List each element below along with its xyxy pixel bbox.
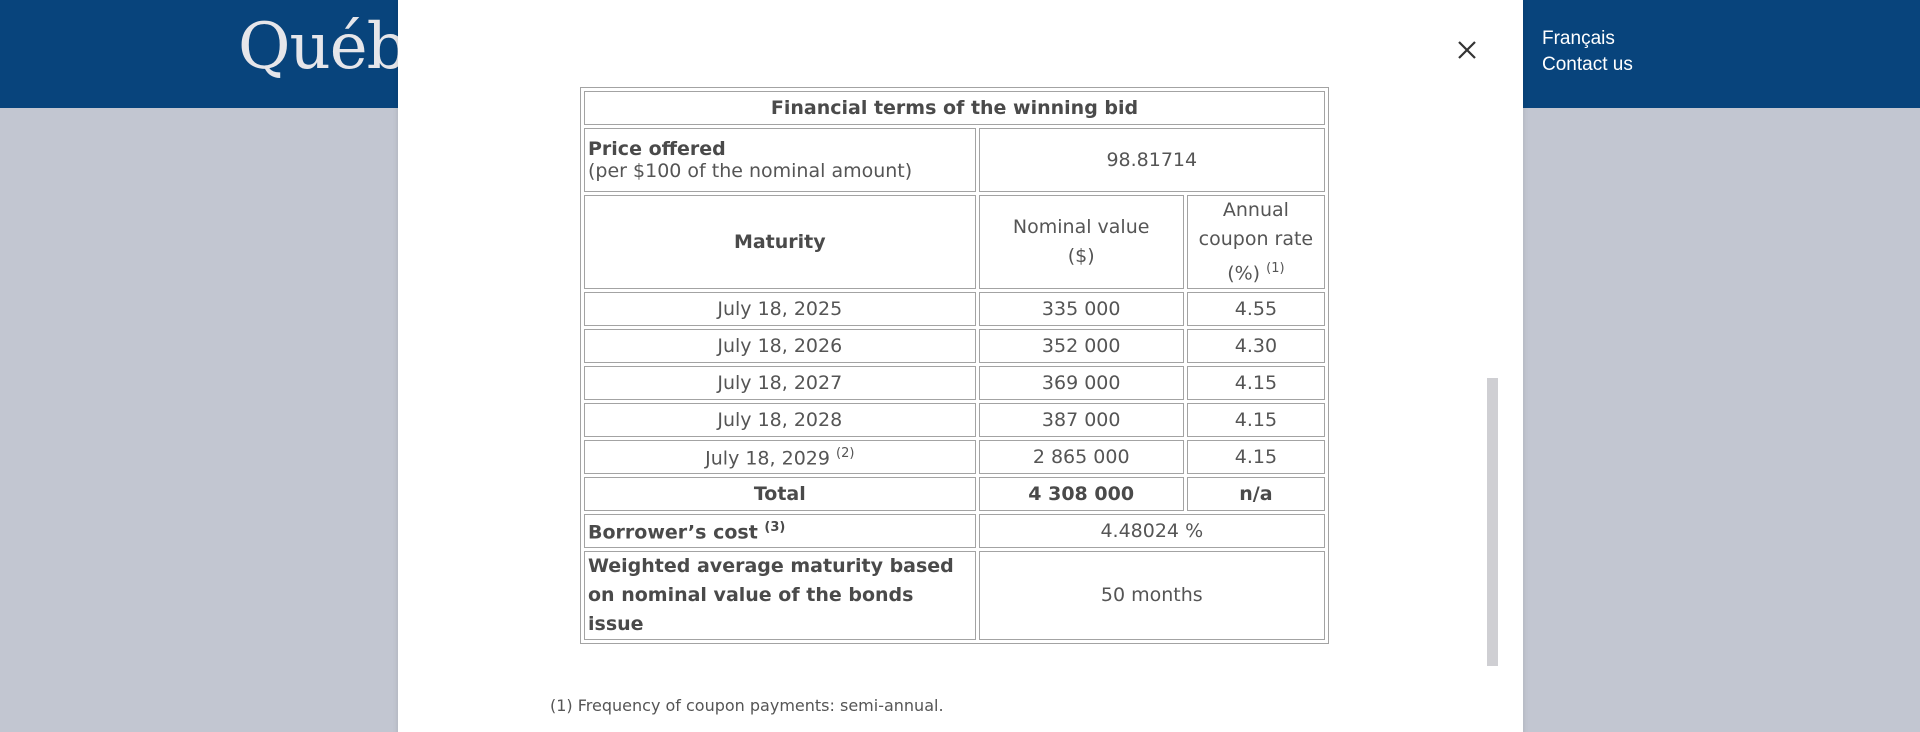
table-total-row: Total 4 308 000 n/a (584, 477, 1325, 512)
rate-cell: 4.15 (1186, 366, 1325, 401)
price-value: 98.81714 (978, 128, 1325, 192)
contact-link[interactable]: Contact us (1542, 54, 1633, 75)
column-header-coupon: Annual coupon rate (%) (1) (1186, 195, 1325, 290)
total-label: Total (584, 477, 976, 512)
price-sublabel: (per $100 of the nominal amount) (588, 160, 913, 182)
close-modal-button[interactable] (1453, 36, 1481, 64)
column-header-maturity: Maturity (584, 195, 976, 290)
table-row: July 18, 2026 352 000 4.30 (584, 329, 1325, 364)
cost-label: Borrower’s cost (588, 520, 758, 543)
table-row: Borrower’s cost (3) 4.48024 % (584, 514, 1325, 549)
maturity-cell: July 18, 2026 (584, 329, 976, 364)
table-row: Weighted average maturity based on nomin… (584, 551, 1325, 641)
maturity-text: July 18, 2029 (705, 446, 830, 469)
financial-terms-table: Financial terms of the winning bid Price… (580, 87, 1329, 645)
modal-scroll-area[interactable]: Financial terms of the winning bid Price… (398, 0, 1523, 732)
coupon-header-line2: coupon rate (1198, 228, 1314, 250)
rate-cell: 4.15 (1186, 440, 1325, 475)
nominal-header-line1: Nominal value (1012, 216, 1150, 239)
cost-footnote-ref[interactable]: (3) (764, 519, 786, 535)
coupon-footnote-ref[interactable]: (1) (1266, 261, 1285, 276)
cost-value: 4.48024 % (978, 514, 1325, 549)
nominal-header-line2: ($) (1067, 245, 1095, 268)
maturity-cell: July 18, 2025 (584, 292, 976, 327)
nominal-cell: 335 000 (978, 292, 1184, 327)
total-nominal: 4 308 000 (978, 477, 1184, 512)
coupon-header-line3: (%) (1227, 262, 1261, 285)
total-rate: n/a (1186, 477, 1325, 512)
maturity-cell: July 18, 2027 (584, 366, 976, 401)
maturity-cell: July 18, 2028 (584, 403, 976, 438)
cost-label-cell: Borrower’s cost (3) (584, 514, 976, 549)
table-row: July 18, 2025 335 000 4.55 (584, 292, 1325, 327)
table-caption: Financial terms of the winning bid (584, 91, 1325, 125)
maturity-cell: July 18, 2029 (2) (584, 440, 976, 475)
rate-cell: 4.55 (1186, 292, 1325, 327)
table-row: Price offered (per $100 of the nominal a… (584, 128, 1325, 192)
wam-value: 50 months (978, 551, 1325, 641)
column-header-nominal: Nominal value ($) (978, 195, 1184, 290)
maturity-footnote-ref[interactable]: (2) (836, 445, 855, 461)
close-icon (1453, 36, 1481, 64)
table-row: July 18, 2029 (2) 2 865 000 4.15 (584, 440, 1325, 475)
price-label-cell: Price offered (per $100 of the nominal a… (584, 128, 976, 192)
table-row: July 18, 2027 369 000 4.15 (584, 366, 1325, 401)
language-link[interactable]: Français (1542, 28, 1615, 49)
table-row: July 18, 2028 387 000 4.15 (584, 403, 1325, 438)
header-links: Français Contact us (1542, 28, 1633, 76)
wam-label: Weighted average maturity based on nomin… (584, 551, 976, 641)
price-label: Price offered (588, 138, 726, 160)
coupon-header-line1: Annual (1222, 199, 1289, 221)
modal-dialog: Financial terms of the winning bid Price… (398, 0, 1523, 732)
modal-scrollbar[interactable] (1487, 378, 1498, 666)
nominal-cell: 387 000 (978, 403, 1184, 438)
rate-cell: 4.15 (1186, 403, 1325, 438)
footnote: (1) Frequency of coupon payments: semi-a… (550, 696, 944, 715)
nominal-cell: 369 000 (978, 366, 1184, 401)
nominal-cell: 352 000 (978, 329, 1184, 364)
rate-cell: 4.30 (1186, 329, 1325, 364)
table-header-row: Maturity Nominal value ($) Annual coupon… (584, 195, 1325, 290)
nominal-cell: 2 865 000 (978, 440, 1184, 475)
